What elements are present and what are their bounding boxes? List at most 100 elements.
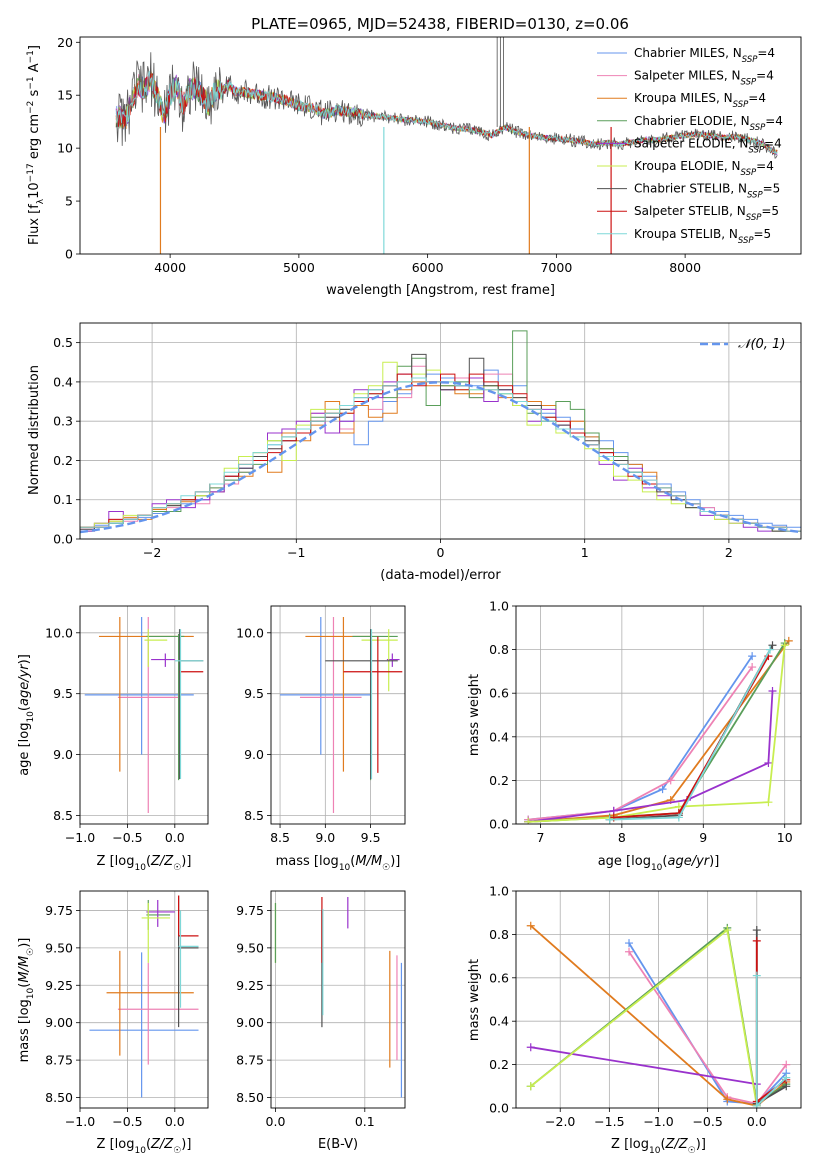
y-tick-label: 0.8 <box>489 927 509 942</box>
y-tick-label: 15 <box>57 88 73 103</box>
label-part: Z [log <box>97 1137 135 1152</box>
label-part: M/M <box>17 956 32 983</box>
plot-area <box>115 37 778 254</box>
x-axis-label: wavelength [Angstrom, rest frame] <box>326 283 555 298</box>
legend-label: Kroupa MILES, NSSP=4 <box>634 91 766 110</box>
label-part: 10 <box>134 1146 146 1156</box>
y-tick-label: 0.4 <box>489 729 509 744</box>
y-tick-label: 0.8 <box>489 642 509 657</box>
y-tick-label: 0.0 <box>53 532 73 547</box>
y-tick-label: 5 <box>65 194 73 209</box>
x-tick-label: 0.0 <box>747 1114 767 1129</box>
legend-text: Salpeter MILES, N <box>634 69 741 83</box>
x-axis-label: E(B-V) <box>318 1137 358 1152</box>
y-tick-label: 0.4 <box>489 1014 509 1029</box>
x-tick-label: −1.0 <box>643 1114 673 1129</box>
y-tick-label: 0.6 <box>489 686 509 701</box>
label-part: )] <box>17 938 32 948</box>
weight-marker <box>658 785 667 794</box>
legend-label: Chabrier ELODIE, NSSP=4 <box>634 114 783 133</box>
panel-1: 4000 5000 6000 7000 8000 0 5 10 15 20 Chabrier MIL… <box>26 35 802 298</box>
x-tick-label: 8.5 <box>270 830 290 845</box>
label-part: 10 <box>651 863 663 873</box>
y-axis-label: mass [log10(M/M☉)] <box>17 938 36 1063</box>
y-tick-label: 9.50 <box>45 940 73 955</box>
axes-frame <box>270 605 406 825</box>
y-tick-label: 8.5 <box>53 808 73 823</box>
label-part: Flux [f <box>27 204 42 245</box>
plot-area <box>526 921 791 1108</box>
label-part: ( <box>350 854 355 869</box>
y-axis-label: Normed distribution <box>27 365 42 495</box>
y-tick-label: 0.5 <box>53 335 73 350</box>
plot-area <box>524 636 793 824</box>
legend-text: Kroupa ELODIE, N <box>634 159 741 173</box>
x-tick-label: 9.5 <box>361 830 381 845</box>
panel-6: −1.0 −0.5 0.0 8.50 8.75 9.00 9.25 9.50 9.75 Z [lo… <box>17 890 209 1156</box>
x-tick-label: −1 <box>287 545 305 560</box>
label-part: ( <box>146 854 151 869</box>
label-part: −1 <box>26 76 36 89</box>
x-tick-label: 0.0 <box>165 1114 185 1129</box>
legend-sub: SSP <box>748 145 764 155</box>
y-tick-label: 0.2 <box>489 1057 509 1072</box>
legend-label: Salpeter ELODIE, NSSP=4 <box>634 136 782 155</box>
legend-label: 𝒩(0, 1) <box>738 337 785 352</box>
y-axis-label: mass weight <box>467 674 482 756</box>
y-tick-label: 10.0 <box>45 625 73 640</box>
y-tick-label: 9.0 <box>53 747 73 762</box>
legend-sub: SSP <box>746 213 762 223</box>
y-tick-label: 0.6 <box>489 970 509 985</box>
y-tick-label: 0.3 <box>53 414 73 429</box>
y-tick-label: 8.75 <box>236 1053 264 1068</box>
x-axis-label: mass [log10(M/M☉)] <box>276 854 401 873</box>
x-tick-label: 9 <box>699 830 707 845</box>
weight-marker <box>723 1095 732 1104</box>
x-tick-label: 0.0 <box>266 1114 286 1129</box>
legend-sub: SSP <box>750 123 766 133</box>
label-part: 10 <box>649 1146 661 1156</box>
label-part: ( <box>146 1137 151 1152</box>
y-tick-label: 9.25 <box>45 978 73 993</box>
axes-frame <box>79 36 802 255</box>
y-axis-label: Flux [fλ10−17 erg cm−2 s−1 A−1] <box>26 45 46 245</box>
weight-marker <box>605 815 614 824</box>
x-tick-label: 0 <box>437 545 445 560</box>
y-tick-label: 0.2 <box>489 773 509 788</box>
y-tick-label: 0.0 <box>489 817 509 832</box>
y-tick-label: 0.0 <box>489 1101 509 1116</box>
label-part: ☉ <box>173 863 181 873</box>
x-tick-label: −0.5 <box>112 1114 142 1129</box>
legend-suffix: =4 <box>765 114 783 128</box>
legend-suffix: =5 <box>761 204 779 218</box>
label-part: λ <box>36 198 46 204</box>
x-tick-label: 0.0 <box>165 830 185 845</box>
x-tick-label: 0.1 <box>355 1114 375 1129</box>
label-part: Z/Z <box>150 1137 174 1152</box>
x-axis-label: age [log10(age/yr)] <box>598 854 720 873</box>
label-part: ( <box>17 706 32 711</box>
label-part: 10 <box>26 987 36 999</box>
legend-text: Salpeter ELODIE, N <box>634 136 748 150</box>
y-tick-label: 9.50 <box>236 940 264 955</box>
weight-marker <box>748 663 757 672</box>
y-tick-label: 20 <box>57 35 73 50</box>
label-part: erg cm <box>27 114 42 163</box>
label-part: mass [log <box>276 854 339 869</box>
weight-marker <box>526 1043 535 1052</box>
y-axis-label: age [log10(age/yr)] <box>17 654 36 776</box>
weight-marker <box>524 817 533 824</box>
y-tick-label: 0.1 <box>53 492 73 507</box>
y-tick-label: 10.0 <box>236 625 264 640</box>
weight-marker <box>782 1073 791 1082</box>
legend-text: Kroupa MILES, N <box>634 91 733 105</box>
weight-marker <box>780 641 789 650</box>
panel-4: 8.5 9.0 9.5 8.5 9.0 9.5 10.0 mass [log10(M/M☉)] <box>236 605 406 873</box>
y-tick-label: 9.0 <box>244 747 264 762</box>
x-tick-label: 6000 <box>412 260 444 275</box>
axes-frame <box>515 605 802 825</box>
label-part: ( <box>662 854 667 869</box>
x-tick-label: −2.0 <box>545 1114 575 1129</box>
label-part: )] <box>181 1137 191 1152</box>
legend-text: Kroupa STELIB, N <box>634 227 738 241</box>
